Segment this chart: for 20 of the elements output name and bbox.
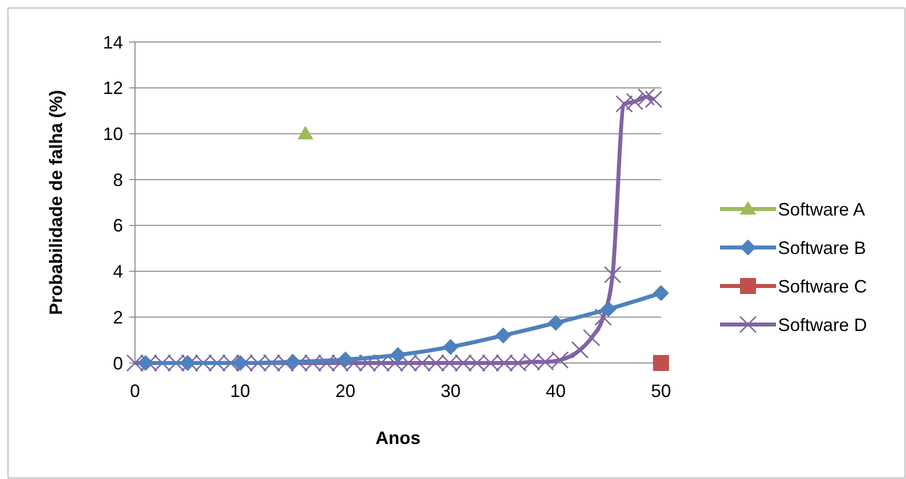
x-tick-label: 0 bbox=[130, 381, 140, 401]
y-tick-label: 12 bbox=[102, 78, 123, 98]
legend-label: Software A bbox=[778, 199, 866, 220]
x-axis-title: Anos bbox=[376, 428, 420, 448]
y-tick-label: 14 bbox=[102, 32, 123, 52]
y-tick-label: 0 bbox=[112, 353, 123, 374]
x-tick-label: 20 bbox=[335, 381, 356, 401]
y-axis-title: Probabilidade de falha (%) bbox=[46, 90, 66, 316]
y-tick-label: 2 bbox=[112, 307, 123, 328]
x-tick-label: 10 bbox=[230, 381, 250, 401]
y-tick-label: 8 bbox=[112, 170, 123, 190]
x-tick-label: 50 bbox=[650, 381, 672, 401]
x-tick-label: 30 bbox=[440, 381, 461, 401]
legend-label: Software D bbox=[778, 314, 868, 335]
y-tick-label: 6 bbox=[112, 216, 123, 236]
legend-label: Software C bbox=[778, 276, 868, 296]
y-tick-label: 4 bbox=[112, 262, 123, 282]
x-tick-label: 40 bbox=[546, 381, 566, 401]
y-tick-label: 10 bbox=[102, 124, 123, 144]
legend-label: Software B bbox=[778, 238, 866, 258]
